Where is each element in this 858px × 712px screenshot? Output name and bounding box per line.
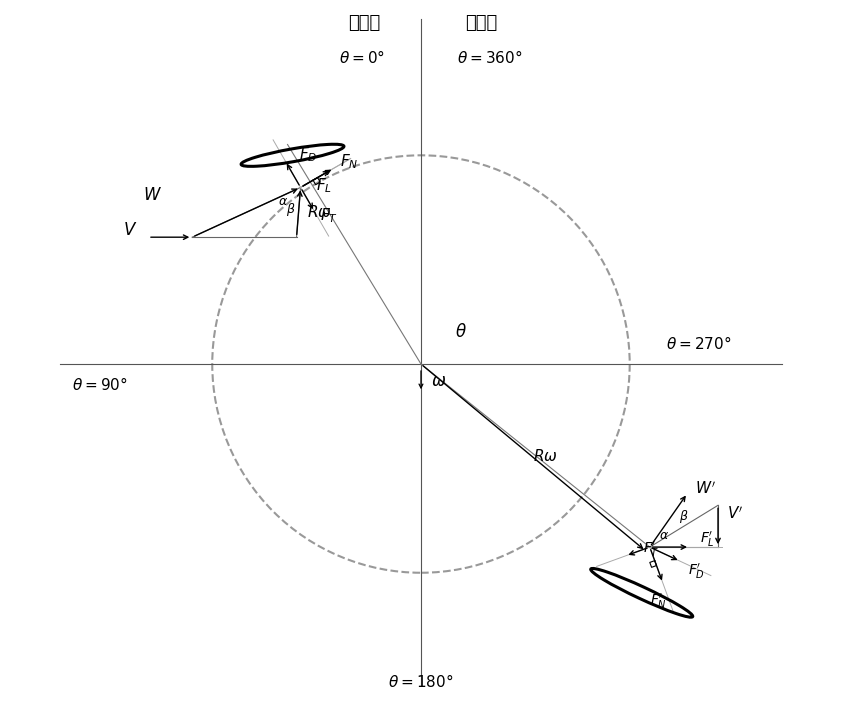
Text: 下风区: 下风区 <box>465 14 498 32</box>
Text: $F_D$: $F_D$ <box>299 145 317 164</box>
Text: $\theta=270°$: $\theta=270°$ <box>666 335 731 352</box>
Text: $\theta=0°$: $\theta=0°$ <box>339 49 385 66</box>
Text: $V'$: $V'$ <box>728 506 744 523</box>
Text: $R\omega$: $R\omega$ <box>306 204 331 220</box>
Text: $W$: $W$ <box>142 187 161 204</box>
Text: $F_L$: $F_L$ <box>317 177 332 195</box>
Text: $F_N$: $F_N$ <box>341 152 359 171</box>
Text: $F_L'$: $F_L'$ <box>700 530 715 549</box>
Text: $\alpha$: $\alpha$ <box>278 194 288 208</box>
Text: $\alpha$: $\alpha$ <box>659 528 669 542</box>
Text: $F_T$: $F_T$ <box>320 206 338 225</box>
Text: $F_N'$: $F_N'$ <box>650 592 668 610</box>
Text: $F_T'$: $F_T'$ <box>643 540 660 559</box>
Text: 上风区: 上风区 <box>348 14 381 32</box>
Text: $\theta=180°$: $\theta=180°$ <box>389 673 454 690</box>
Text: $\beta$: $\beta$ <box>679 508 688 525</box>
Text: $F_D'$: $F_D'$ <box>688 561 705 580</box>
Text: $W'$: $W'$ <box>695 481 716 498</box>
Text: $\theta=360°$: $\theta=360°$ <box>457 49 523 66</box>
Text: $R\omega$: $R\omega$ <box>533 449 558 464</box>
Text: $\omega$: $\omega$ <box>431 373 446 390</box>
Text: $\theta$: $\theta$ <box>456 323 467 341</box>
Text: $V$: $V$ <box>124 222 137 239</box>
Text: $\theta=90°$: $\theta=90°$ <box>72 376 128 392</box>
Text: $\beta$: $\beta$ <box>286 201 296 218</box>
